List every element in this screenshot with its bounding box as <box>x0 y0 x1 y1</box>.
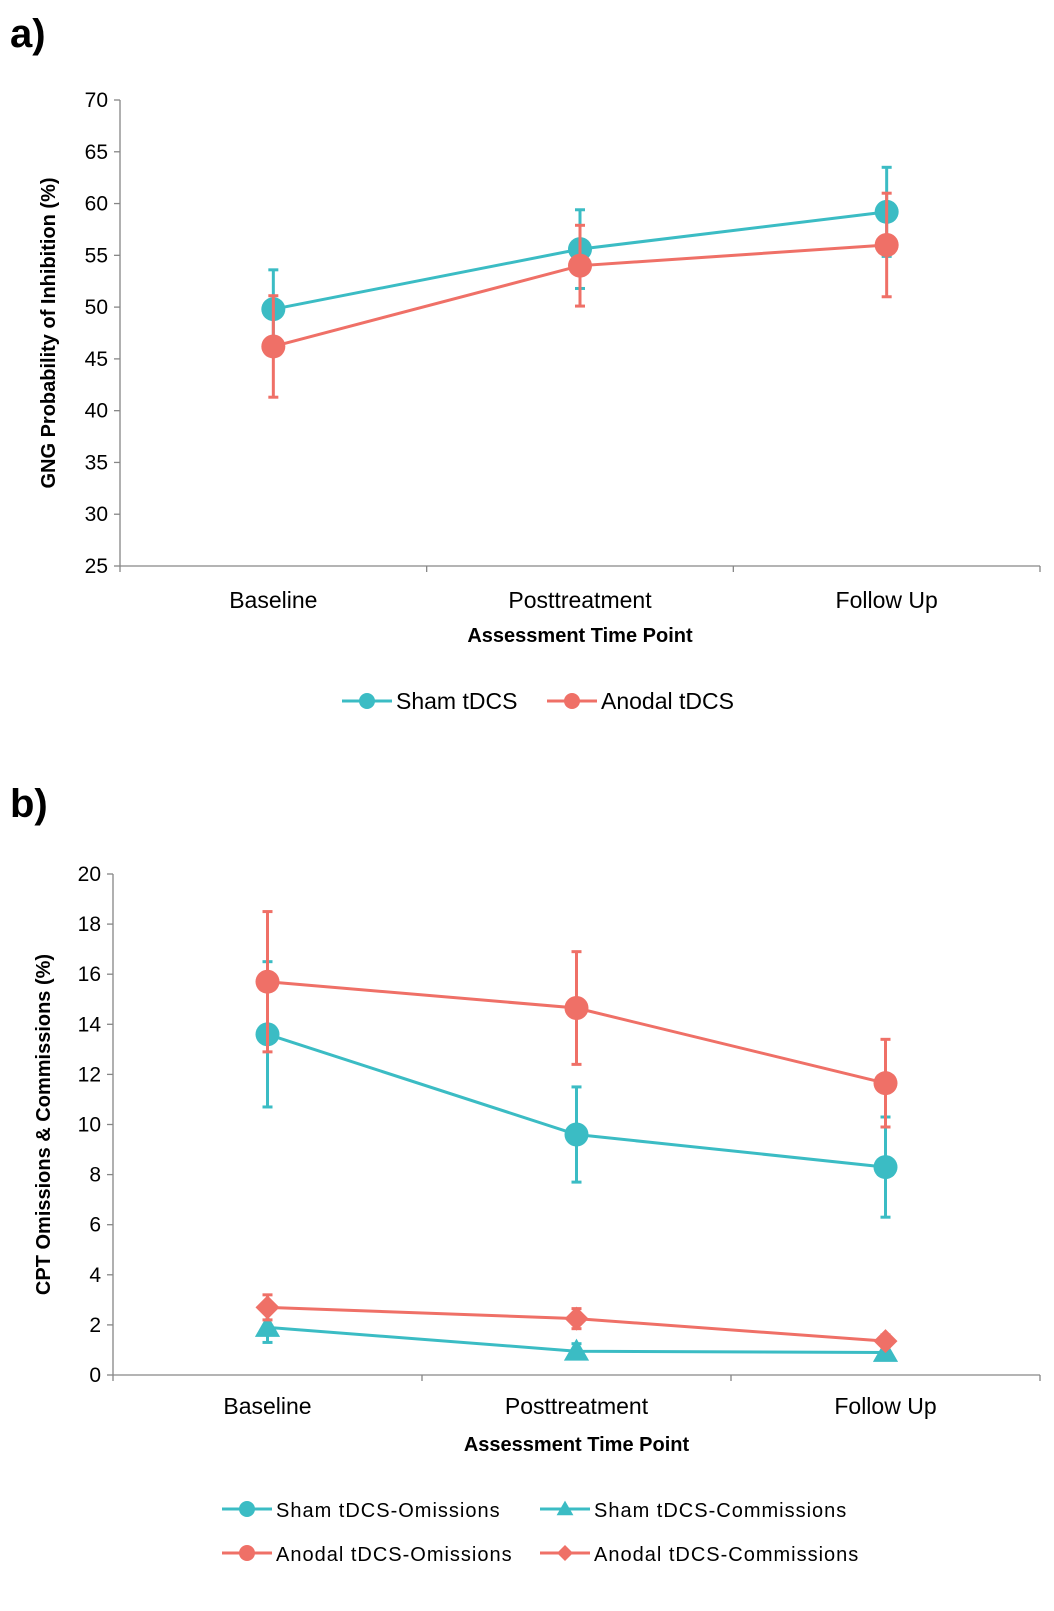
y-tick-label: 10 <box>78 1114 101 1137</box>
y-tick-label: 18 <box>78 913 101 936</box>
series-anodal-tdcs <box>261 191 899 399</box>
legend-marker <box>239 1545 255 1561</box>
chart-b: 0 2 4 6 8 10 12 14 16 18 20 Baseline Posttreatment Fo… <box>33 863 1041 1566</box>
series-anodal-tdcs-commissions <box>255 1293 898 1354</box>
y-axis-title: GNG Probability of Inhibition (%) <box>38 177 60 488</box>
legend-marker <box>556 1500 574 1516</box>
series-anodal-tdcs-omissions <box>255 910 898 1129</box>
y-tick-label: 20 <box>78 863 101 886</box>
y-tick-label: 25 <box>85 555 108 578</box>
legend-entry-sham-tdcs-commissions: Sham tDCS-Commissions <box>540 1500 847 1522</box>
y-axis-title: CPT Omissions & Commissions (%) <box>33 954 55 1295</box>
data-point-follow-up <box>873 1155 898 1180</box>
y-tick-label: 12 <box>78 1063 101 1086</box>
panel-label-b: b) <box>10 782 48 826</box>
y-tick-label: 14 <box>78 1013 102 1036</box>
chart-a: 25 30 35 40 45 50 55 60 65 70 Baseline Posttreatmen… <box>38 89 1041 714</box>
legend-label: Sham tDCS-Commissions <box>594 1500 847 1522</box>
legend-label: Anodal tDCS-Omissions <box>276 1544 513 1566</box>
data-point-baseline <box>255 1295 280 1320</box>
y-tick-label: 2 <box>89 1314 101 1337</box>
y-tick-label: 45 <box>85 348 108 371</box>
data-point-baseline <box>261 334 286 359</box>
y-tick-label: 0 <box>89 1364 101 1387</box>
x-tick-label-posttreatment: Posttreatment <box>508 587 652 613</box>
data-point-baseline <box>255 969 280 994</box>
y-tick-label: 70 <box>85 89 108 112</box>
x-axis-title: Assessment Time Point <box>464 1434 690 1456</box>
y-tick-label: 35 <box>85 451 108 474</box>
legend-marker <box>359 693 375 709</box>
y-tick-label: 40 <box>85 400 108 423</box>
data-point-posttreatment <box>564 1306 589 1331</box>
y-tick-label: 50 <box>85 296 108 319</box>
legend-label: Anodal tDCS-Commissions <box>594 1544 859 1566</box>
data-point-posttreatment <box>564 996 589 1021</box>
legend-label: Anodal tDCS <box>601 688 734 714</box>
data-point-baseline <box>254 1314 281 1337</box>
legend-entry-anodal-tdcs: Anodal tDCS <box>547 688 734 714</box>
legend-entry-anodal-tdcs-commissions: Anodal tDCS-Commissions <box>540 1544 859 1566</box>
y-tick-label: 60 <box>85 193 108 216</box>
legend-entry-sham-tdcs: Sham tDCS <box>342 688 517 714</box>
legend-marker <box>557 1545 573 1561</box>
x-axis-title: Assessment Time Point <box>467 625 693 647</box>
y-tick-label: 8 <box>89 1164 101 1187</box>
legend-marker <box>564 693 580 709</box>
x-tick-label-follow-up: Follow Up <box>836 587 938 613</box>
y-tick-label: 4 <box>89 1264 101 1287</box>
legend-label: Sham tDCS-Omissions <box>276 1500 501 1522</box>
y-tick-label: 65 <box>85 141 108 164</box>
y-tick-label: 6 <box>89 1214 101 1237</box>
data-point-posttreatment <box>568 253 592 278</box>
data-point-posttreatment <box>564 1122 589 1147</box>
x-tick-label-posttreatment: Posttreatment <box>505 1393 649 1419</box>
y-tick-label: 30 <box>85 503 108 526</box>
x-tick-label-baseline: Baseline <box>223 1393 311 1419</box>
panel-label-a: a) <box>10 12 46 56</box>
data-point-follow-up <box>873 1071 898 1096</box>
x-tick-label-baseline: Baseline <box>229 587 317 613</box>
y-tick-label: 16 <box>78 963 101 986</box>
data-point-follow-up <box>873 1329 898 1354</box>
y-tick-label: 55 <box>85 244 108 267</box>
data-point-follow-up <box>874 232 899 257</box>
legend-marker <box>239 1501 255 1517</box>
data-point-posttreatment <box>563 1338 590 1361</box>
x-tick-label-follow-up: Follow Up <box>834 1393 936 1419</box>
legend-entry-anodal-tdcs-omissions: Anodal tDCS-Omissions <box>222 1544 513 1566</box>
legend-entry-sham-tdcs-omissions: Sham tDCS-Omissions <box>222 1500 501 1522</box>
legend-label: Sham tDCS <box>396 688 517 714</box>
